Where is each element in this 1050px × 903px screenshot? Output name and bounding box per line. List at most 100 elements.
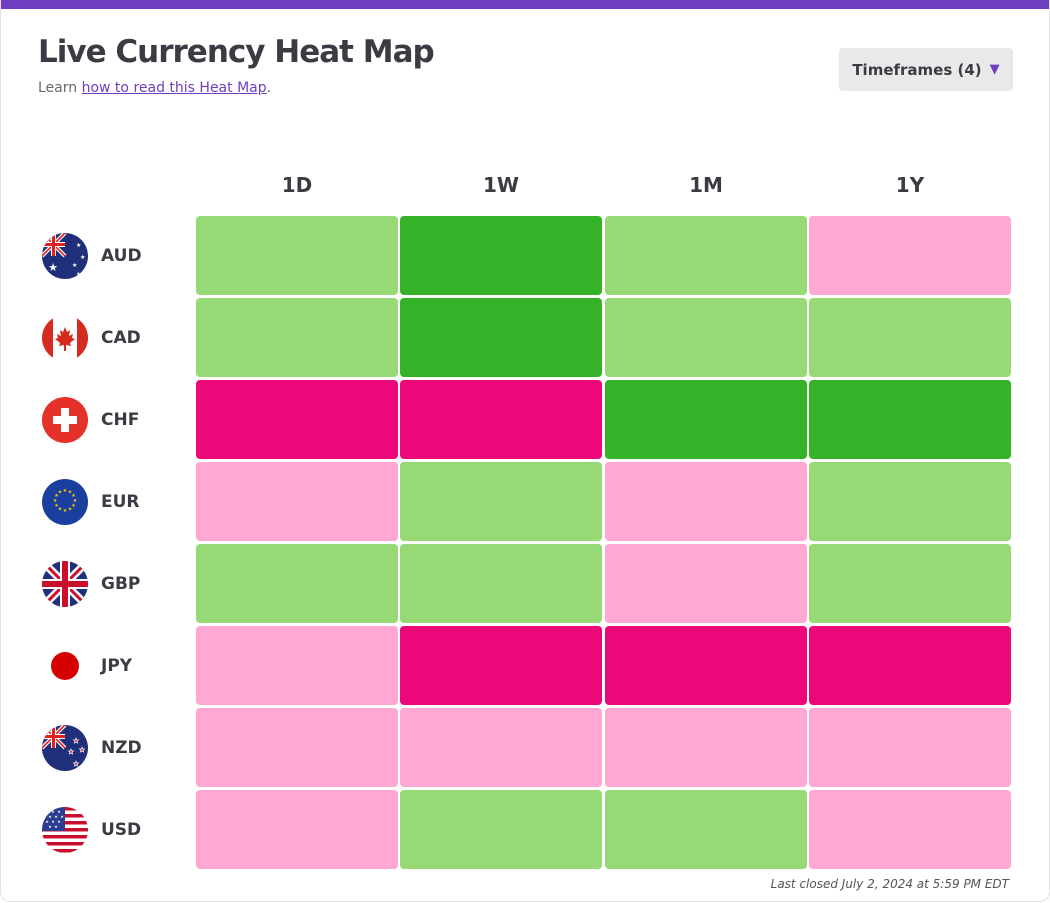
svg-text:★: ★ bbox=[60, 814, 64, 819]
svg-text:★: ★ bbox=[68, 748, 74, 756]
svg-text:★: ★ bbox=[80, 254, 85, 261]
timeframes-label: Timeframes (4) bbox=[852, 60, 982, 79]
heat-cell-eur-1m[interactable] bbox=[605, 462, 807, 541]
heat-cell-jpy-1m[interactable] bbox=[605, 626, 807, 705]
svg-text:★: ★ bbox=[54, 824, 58, 829]
svg-text:★: ★ bbox=[71, 503, 76, 509]
heat-cell-usd-1w[interactable] bbox=[400, 790, 602, 869]
svg-text:★: ★ bbox=[57, 819, 61, 824]
currency-code: AUD bbox=[101, 246, 142, 266]
row-label-chf: CHF bbox=[42, 397, 139, 443]
usa-flag-icon: ★ ★ ★ ★ ★ ★ ★ ★ ★ ★ ★ bbox=[42, 807, 88, 853]
svg-text:★: ★ bbox=[48, 824, 52, 829]
svg-text:★: ★ bbox=[72, 262, 77, 269]
column-header-1m: 1M bbox=[689, 173, 723, 197]
svg-text:★: ★ bbox=[57, 809, 61, 814]
currency-code: CHF bbox=[101, 410, 140, 430]
heat-cell-cad-1d[interactable] bbox=[196, 298, 398, 377]
australia-flag-icon: ★ ★ ★ ★ ★ bbox=[42, 233, 88, 279]
row-label-eur: ★ ★ ★ ★ ★ ★ ★ ★ ★ ★ ★ ★ EUR bbox=[42, 479, 140, 525]
row-label-aud: ★ ★ ★ ★ ★ AUD bbox=[42, 233, 142, 279]
svg-text:★: ★ bbox=[53, 498, 58, 504]
page-title: Live Currency Heat Map bbox=[38, 34, 435, 70]
heat-cell-jpy-1w[interactable] bbox=[400, 626, 602, 705]
learn-prefix: Learn bbox=[38, 80, 82, 96]
heat-cell-gbp-1d[interactable] bbox=[196, 544, 398, 623]
heat-cell-eur-1y[interactable] bbox=[809, 462, 1011, 541]
heat-cell-jpy-1d[interactable] bbox=[196, 626, 398, 705]
how-to-read-link[interactable]: how to read this Heat Map bbox=[81, 80, 267, 96]
heat-cell-aud-1w[interactable] bbox=[400, 216, 602, 295]
heat-cell-gbp-1y[interactable] bbox=[809, 544, 1011, 623]
svg-text:★: ★ bbox=[48, 261, 58, 274]
currency-code: NZD bbox=[101, 738, 142, 758]
row-label-usd: ★ ★ ★ ★ ★ ★ ★ ★ ★ ★ ★ USD bbox=[42, 807, 141, 853]
row-label-nzd: ★ ★ ★ ★ NZD bbox=[42, 725, 142, 771]
heat-cell-nzd-1w[interactable] bbox=[400, 708, 602, 787]
row-label-cad: CAD bbox=[42, 315, 141, 361]
last-closed-note: Last closed July 2, 2024 at 5:59 PM EDT bbox=[770, 877, 1009, 891]
svg-text:★: ★ bbox=[54, 493, 59, 499]
caret-down-icon: ▼ bbox=[989, 62, 1000, 77]
heat-cell-aud-1m[interactable] bbox=[605, 216, 807, 295]
svg-text:★: ★ bbox=[79, 746, 85, 754]
heat-cell-chf-1d[interactable] bbox=[196, 380, 398, 459]
svg-text:★: ★ bbox=[63, 508, 68, 514]
heat-cell-usd-1m[interactable] bbox=[605, 790, 807, 869]
heat-cell-cad-1w[interactable] bbox=[400, 298, 602, 377]
japan-flag-icon bbox=[42, 643, 88, 689]
row-label-gbp: GBP bbox=[42, 561, 140, 607]
heat-cell-usd-1y[interactable] bbox=[809, 790, 1011, 869]
column-header-1d: 1D bbox=[281, 173, 313, 197]
heat-cell-usd-1d[interactable] bbox=[196, 790, 398, 869]
currency-code: USD bbox=[101, 820, 142, 840]
switzerland-flag-icon bbox=[42, 397, 88, 443]
heat-cell-nzd-1m[interactable] bbox=[605, 708, 807, 787]
currency-code: CAD bbox=[101, 328, 141, 348]
heat-cell-eur-1d[interactable] bbox=[196, 462, 398, 541]
svg-text:★: ★ bbox=[51, 819, 55, 824]
svg-text:★: ★ bbox=[71, 493, 76, 499]
uk-flag-icon bbox=[42, 561, 88, 607]
svg-text:★: ★ bbox=[45, 819, 49, 824]
currency-code: GBP bbox=[101, 574, 141, 594]
svg-text:★: ★ bbox=[73, 737, 79, 745]
svg-text:★: ★ bbox=[54, 814, 58, 819]
svg-text:★: ★ bbox=[73, 760, 79, 768]
column-header-1y: 1Y bbox=[895, 173, 925, 197]
heat-cell-jpy-1y[interactable] bbox=[809, 626, 1011, 705]
svg-text:★: ★ bbox=[68, 507, 73, 513]
currency-code: JPY bbox=[101, 656, 133, 676]
heat-cell-aud-1y[interactable] bbox=[809, 216, 1011, 295]
heat-cell-eur-1w[interactable] bbox=[400, 462, 602, 541]
row-label-jpy: JPY bbox=[42, 643, 132, 689]
subtitle: Learn how to read this Heat Map. bbox=[38, 80, 271, 96]
heat-cell-gbp-1w[interactable] bbox=[400, 544, 602, 623]
svg-text:★: ★ bbox=[63, 488, 68, 494]
svg-text:★: ★ bbox=[54, 503, 59, 509]
heat-cell-chf-1y[interactable] bbox=[809, 380, 1011, 459]
canada-flag-icon bbox=[42, 315, 88, 361]
svg-text:★: ★ bbox=[73, 498, 78, 504]
heat-cell-cad-1m[interactable] bbox=[605, 298, 807, 377]
heat-cell-nzd-1d[interactable] bbox=[196, 708, 398, 787]
accent-bar bbox=[1, 0, 1049, 9]
heat-cell-nzd-1y[interactable] bbox=[809, 708, 1011, 787]
svg-text:★: ★ bbox=[68, 490, 73, 496]
svg-text:★: ★ bbox=[76, 242, 81, 249]
svg-text:★: ★ bbox=[48, 814, 52, 819]
heat-cell-chf-1m[interactable] bbox=[605, 380, 807, 459]
svg-text:★: ★ bbox=[51, 809, 55, 814]
heat-cell-gbp-1m[interactable] bbox=[605, 544, 807, 623]
eu-flag-icon: ★ ★ ★ ★ ★ ★ ★ ★ ★ ★ ★ ★ bbox=[42, 479, 88, 525]
heat-cell-aud-1d[interactable] bbox=[196, 216, 398, 295]
new-zealand-flag-icon: ★ ★ ★ ★ bbox=[42, 725, 88, 771]
currency-code: EUR bbox=[101, 492, 140, 512]
heat-cell-cad-1y[interactable] bbox=[809, 298, 1011, 377]
svg-text:★: ★ bbox=[58, 490, 63, 496]
timeframes-button[interactable]: Timeframes (4) ▼ bbox=[839, 48, 1013, 91]
heat-cell-chf-1w[interactable] bbox=[400, 380, 602, 459]
svg-text:★: ★ bbox=[76, 271, 81, 278]
svg-text:★: ★ bbox=[58, 507, 63, 513]
